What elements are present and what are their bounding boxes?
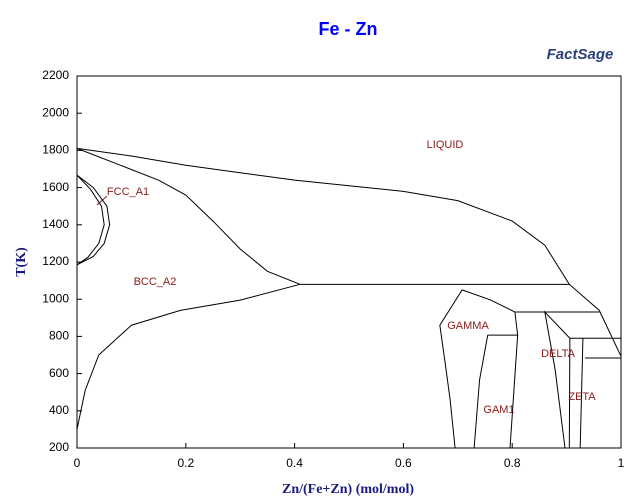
y-tick-label: 2200	[42, 68, 69, 82]
y-tick-label: 200	[49, 440, 69, 454]
chart-title: Fe - Zn	[319, 19, 378, 39]
phase-boundary	[579, 338, 584, 449]
x-tick-label: 0.6	[395, 456, 412, 470]
y-tick-label: 600	[49, 366, 69, 380]
phase-boundary	[76, 147, 622, 357]
phase-label: GAMMA	[447, 320, 489, 332]
x-tick-label: 1	[618, 456, 625, 470]
y-tick-label: 1400	[42, 217, 69, 231]
y-tick-label: 800	[49, 329, 69, 343]
y-tick-label: 1800	[42, 143, 69, 157]
phase-boundary	[76, 283, 301, 430]
y-axis-label: T(K)	[14, 247, 29, 277]
x-tick-label: 0.8	[504, 456, 521, 470]
phase-label: LIQUID	[427, 139, 464, 151]
phase-boundary	[76, 174, 105, 266]
phase-label: GAM1	[483, 404, 514, 416]
y-tick-label: 2000	[42, 105, 69, 119]
y-tick-label: 1200	[42, 254, 69, 268]
phase-boundary	[473, 335, 489, 449]
x-axis-label: Zn/(Fe+Zn) (mol/mol)	[282, 482, 414, 497]
phase-label: FCC_A1	[107, 186, 149, 198]
phase-label: ZETA	[568, 391, 596, 403]
phase-boundary	[509, 311, 519, 449]
phase-label: DELTA	[541, 348, 575, 360]
x-tick-label: 0	[74, 456, 81, 470]
phase-boundary	[568, 338, 571, 449]
phase-boundary	[439, 289, 516, 449]
phase-label: BCC_A2	[134, 276, 177, 288]
y-tick-label: 1600	[42, 180, 69, 194]
logo: FactSage	[547, 46, 614, 63]
plot-frame	[76, 75, 622, 449]
x-tick-label: 0.4	[286, 456, 303, 470]
y-tick-label: 1000	[42, 291, 69, 305]
x-tick-label: 0.2	[177, 456, 194, 470]
phase-boundary	[76, 174, 111, 266]
label-leader	[96, 195, 108, 206]
phase-boundary	[544, 310, 571, 449]
y-tick-label: 400	[49, 403, 69, 417]
phase-boundary	[76, 147, 301, 285]
